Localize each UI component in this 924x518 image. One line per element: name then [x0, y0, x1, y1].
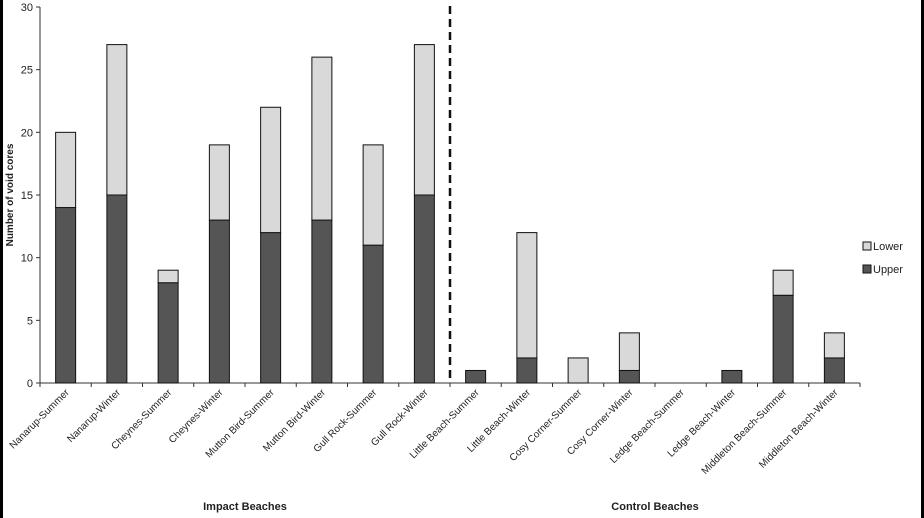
bar-lower [362, 144, 384, 246]
bar-upper [721, 369, 743, 384]
x-tick-label: Cheynes-Winter [167, 387, 226, 446]
bar-lower [772, 269, 794, 296]
bar-upper [311, 219, 333, 384]
bar-lower [106, 44, 128, 196]
bar-upper [823, 357, 845, 384]
stacked-bar-chart: 0 5 10 15 20 25 30 Number of void cores Nanarup… [5, 2, 903, 513]
y-tick-label: 25 [21, 65, 33, 77]
legend-label-upper: Upper [873, 264, 903, 276]
bar-upper [106, 194, 128, 384]
y-tick-label: 20 [21, 127, 33, 139]
bar-lower [208, 144, 230, 221]
bar-upper [157, 282, 179, 384]
y-tick-label: 30 [21, 2, 33, 14]
bar-lower [823, 332, 845, 359]
x-tick-label: Nanarup-Winter [65, 387, 123, 445]
y-tick-label: 0 [27, 378, 33, 390]
chart-frame: 0 5 10 15 20 25 30 Number of void cores Nanarup… [3, 0, 921, 518]
bar-upper [465, 369, 487, 384]
x-tick-label: Nanarup-Summer [8, 387, 72, 451]
bar-lower [55, 131, 77, 209]
bar-lower [311, 56, 333, 221]
bar-lower [157, 269, 179, 284]
bar-upper [516, 357, 538, 384]
group-label-impact: Impact Beaches [203, 501, 287, 513]
bar-upper [618, 369, 640, 384]
bar-lower [516, 232, 538, 359]
bar-upper [55, 207, 77, 384]
y-tick-label: 15 [21, 190, 33, 202]
bar-lower [567, 357, 589, 384]
legend-swatch-lower [862, 241, 872, 251]
x-tick-label: Middleton Beach-Summer [700, 387, 790, 477]
y-axis-label: Number of void cores [5, 143, 16, 246]
bar-upper [208, 219, 230, 384]
bar-lower [413, 44, 435, 196]
y-tick-label: 5 [27, 315, 33, 327]
bar-upper [362, 244, 384, 384]
legend-swatch-upper [862, 264, 872, 274]
bar-upper [772, 294, 794, 384]
bar-upper [260, 232, 282, 384]
bar-upper [413, 194, 435, 384]
bar-lower [618, 332, 640, 371]
legend-label-lower: Lower [873, 241, 903, 253]
bar-lower [260, 106, 282, 234]
group-label-control: Control Beaches [611, 501, 698, 513]
y-tick-label: 10 [21, 253, 33, 265]
